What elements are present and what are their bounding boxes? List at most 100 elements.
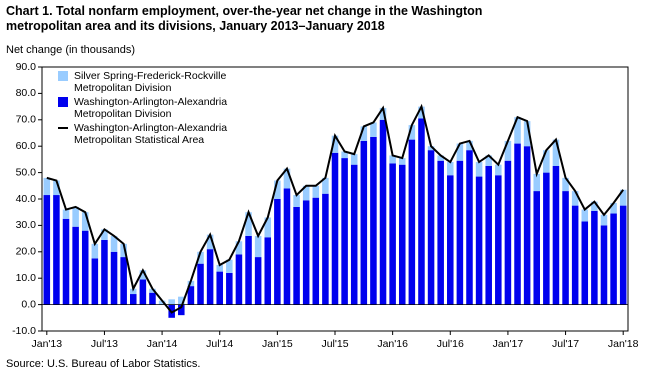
bar	[129, 288, 137, 295]
legend-entry: Washington-Arlington-Alexandria Metropol…	[58, 122, 278, 146]
bar	[437, 160, 444, 305]
y-tick-label: 80.0	[16, 87, 37, 99]
x-tick-label: Jul'13	[91, 338, 118, 350]
y-tick-label: 70.0	[16, 114, 37, 126]
x-tick-label: Jan'14	[147, 338, 178, 350]
bar	[235, 254, 243, 305]
bar	[398, 164, 406, 305]
bar	[389, 163, 396, 305]
x-tick-label: Jul'14	[206, 338, 233, 350]
bar	[350, 164, 358, 305]
bar	[197, 251, 204, 264]
bar	[475, 176, 483, 305]
bar	[437, 155, 444, 161]
chart-title: Chart 1. Total nonfarm employment, over-…	[6, 4, 483, 33]
bar	[274, 199, 281, 305]
bar	[610, 213, 617, 305]
bar	[120, 243, 127, 258]
legend: Silver Spring-Frederick-Rockville Metrop…	[58, 70, 278, 148]
bar	[504, 160, 512, 305]
bar	[514, 117, 521, 144]
bar	[293, 195, 300, 207]
bar	[610, 202, 617, 214]
bar	[293, 206, 300, 305]
bar	[581, 221, 589, 305]
y-tick-label: 0.0	[21, 298, 36, 310]
bar	[91, 258, 99, 305]
bar	[533, 173, 541, 192]
bar	[552, 139, 560, 166]
bar	[418, 106, 425, 119]
bar	[600, 214, 608, 226]
bar	[149, 288, 156, 293]
bar	[216, 265, 223, 272]
legend-label: Washington-Arlington-Alexandria Metropol…	[74, 122, 228, 146]
bar	[360, 126, 368, 141]
bar	[485, 155, 492, 166]
bar	[562, 177, 569, 192]
bar	[370, 122, 377, 137]
legend-swatch	[58, 97, 68, 107]
bar	[110, 235, 118, 252]
bar	[91, 243, 99, 259]
y-axis-label: Net change (in thousands)	[6, 44, 136, 56]
bar	[619, 189, 627, 206]
bar	[43, 195, 51, 305]
bar	[350, 154, 358, 165]
bar	[72, 206, 79, 227]
bar	[101, 239, 108, 305]
bar	[72, 226, 79, 305]
bar	[543, 172, 550, 305]
bar	[187, 286, 195, 305]
bar	[264, 217, 272, 238]
bar	[235, 241, 243, 255]
bar	[101, 229, 108, 240]
y-tick-label: 90.0	[16, 61, 37, 73]
bar	[485, 166, 492, 305]
bar	[360, 140, 368, 305]
bar	[206, 249, 214, 305]
legend-swatch	[58, 71, 68, 81]
y-tick-label: 30.0	[16, 219, 37, 231]
bar	[418, 118, 425, 305]
bar	[120, 257, 127, 305]
bar	[302, 185, 310, 201]
bar	[456, 160, 464, 305]
bar	[456, 143, 464, 161]
bar	[197, 263, 204, 305]
bar	[81, 212, 89, 231]
bar	[178, 296, 185, 305]
bar	[139, 270, 147, 280]
bar	[149, 292, 156, 305]
bar	[264, 237, 272, 305]
bar	[571, 205, 579, 305]
bar	[370, 136, 377, 305]
bar	[341, 151, 348, 159]
bar	[139, 279, 147, 305]
y-tick-label: 10.0	[16, 272, 37, 284]
bar	[475, 162, 483, 177]
bar	[283, 168, 291, 189]
bar	[178, 304, 185, 316]
bar	[543, 150, 550, 173]
bar	[379, 107, 387, 120]
plot-border	[41, 66, 629, 332]
bar	[43, 177, 51, 196]
bar	[206, 234, 214, 250]
bar	[158, 300, 166, 305]
bar	[466, 150, 473, 305]
x-tick-label: Jan'17	[493, 338, 524, 350]
bar	[322, 193, 329, 305]
source-note: Source: U.S. Bureau of Labor Statistics.	[6, 358, 201, 370]
bar	[389, 155, 396, 164]
x-tick-label: Jan'13	[31, 338, 62, 350]
bar	[226, 259, 233, 273]
bar	[619, 205, 627, 305]
bar	[53, 180, 60, 196]
bar	[427, 150, 435, 305]
bar	[216, 271, 223, 305]
legend-swatch	[58, 127, 68, 129]
bar	[495, 175, 502, 305]
